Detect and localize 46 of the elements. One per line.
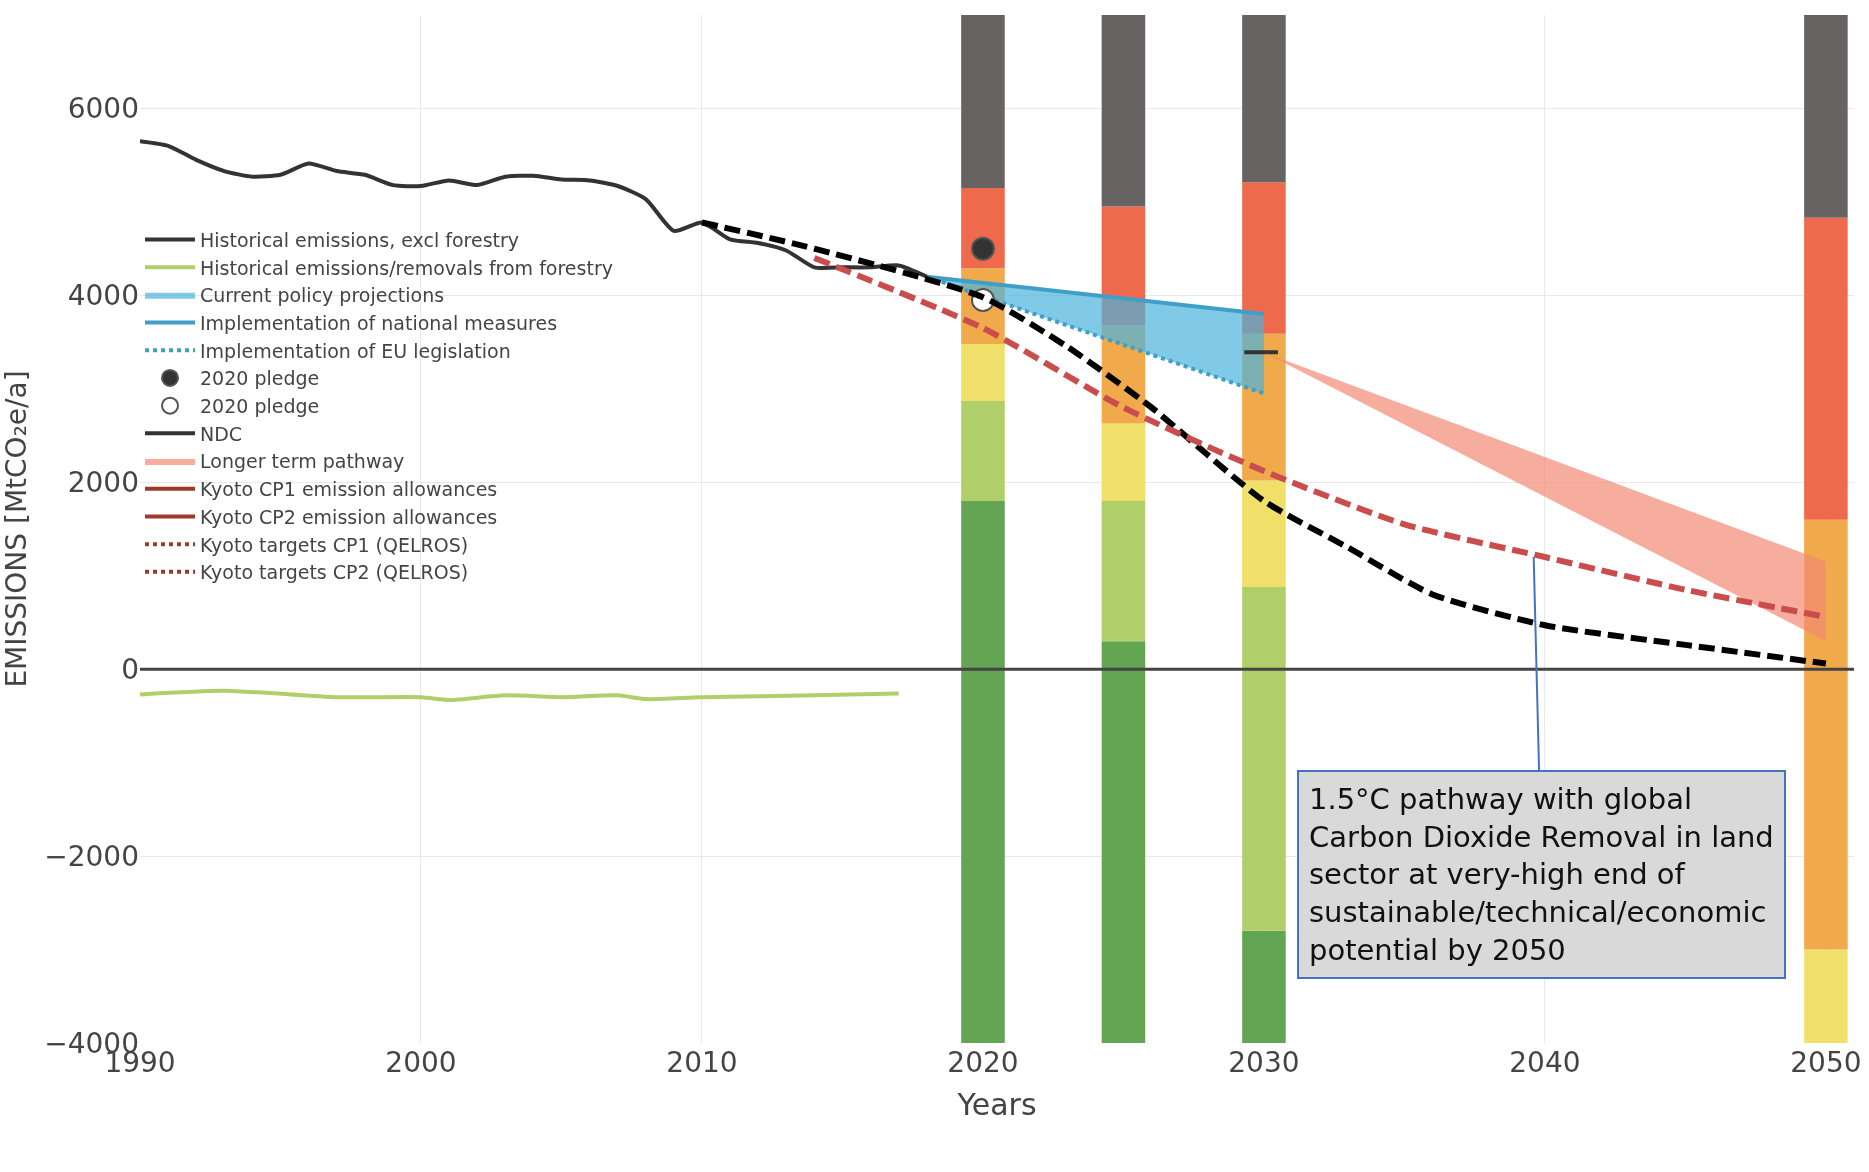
bar: [1101, 423, 1146, 501]
bar: [1242, 15, 1286, 183]
legend-label: Current policy projections: [200, 284, 445, 307]
legend-label: Historical emissions, excl forestry: [200, 228, 520, 251]
x-tick-label: 2040: [1509, 1046, 1581, 1079]
x-axis-title: Years: [956, 1086, 1037, 1122]
y-tick-label: 2000: [67, 466, 139, 500]
legend-label: Longer term pathway: [200, 450, 405, 473]
x-tick-label: 2050: [1790, 1046, 1862, 1079]
line-series: [140, 139, 929, 279]
legend-label: Kyoto targets CP2 (QELROS): [200, 561, 469, 584]
bar: [1101, 641, 1146, 1043]
legend-label: Kyoto CP2 emission allowances: [200, 505, 498, 528]
bar: [1101, 500, 1146, 642]
legend-label: Implementation of EU legislation: [200, 339, 511, 362]
bar: [961, 343, 1005, 401]
legend-label: 2020 pledge: [200, 367, 320, 390]
bar: [1804, 217, 1848, 520]
legend-label: Kyoto CP1 emission allowances: [200, 478, 498, 501]
line-series: [140, 688, 901, 703]
bar: [961, 500, 1005, 1043]
y-tick-label: 6000: [67, 92, 139, 126]
legend-label: Historical emissions/removals from forestry: [200, 256, 613, 279]
legend-label: NDC: [200, 422, 243, 445]
bar: [1242, 930, 1286, 1043]
bar: [1804, 519, 1848, 950]
bar: [1101, 15, 1146, 207]
y-tick-label: 4000: [67, 279, 139, 313]
bar: [1242, 182, 1286, 334]
y-tick-label: −2000: [44, 839, 139, 873]
bar: [1242, 480, 1286, 587]
legend-label: Implementation of national measures: [200, 311, 558, 334]
legend-label: Kyoto targets CP1 (QELROS): [200, 533, 469, 556]
bar: [1804, 949, 1848, 1043]
legend-label: 2020 pledge: [200, 395, 320, 418]
annotation: 1.5°C pathway with global Carbon Dioxide Removal in land sector at very-high end of sustainable/technical/economic potential by 2050: [1309, 782, 1774, 967]
y-tick-label: 0: [121, 652, 139, 686]
bar: [1804, 15, 1848, 218]
x-tick-label: 2030: [1228, 1046, 1300, 1079]
x-tick-label: 2010: [666, 1046, 738, 1079]
x-tick-label: 2020: [947, 1046, 1019, 1079]
bar: [1242, 586, 1286, 931]
bar: [961, 400, 1005, 501]
bar: [961, 15, 1005, 188]
y-axis-title: EMISSIONS [MtCO₂e/a]: [0, 370, 33, 688]
x-tick-label: 2000: [385, 1046, 457, 1079]
